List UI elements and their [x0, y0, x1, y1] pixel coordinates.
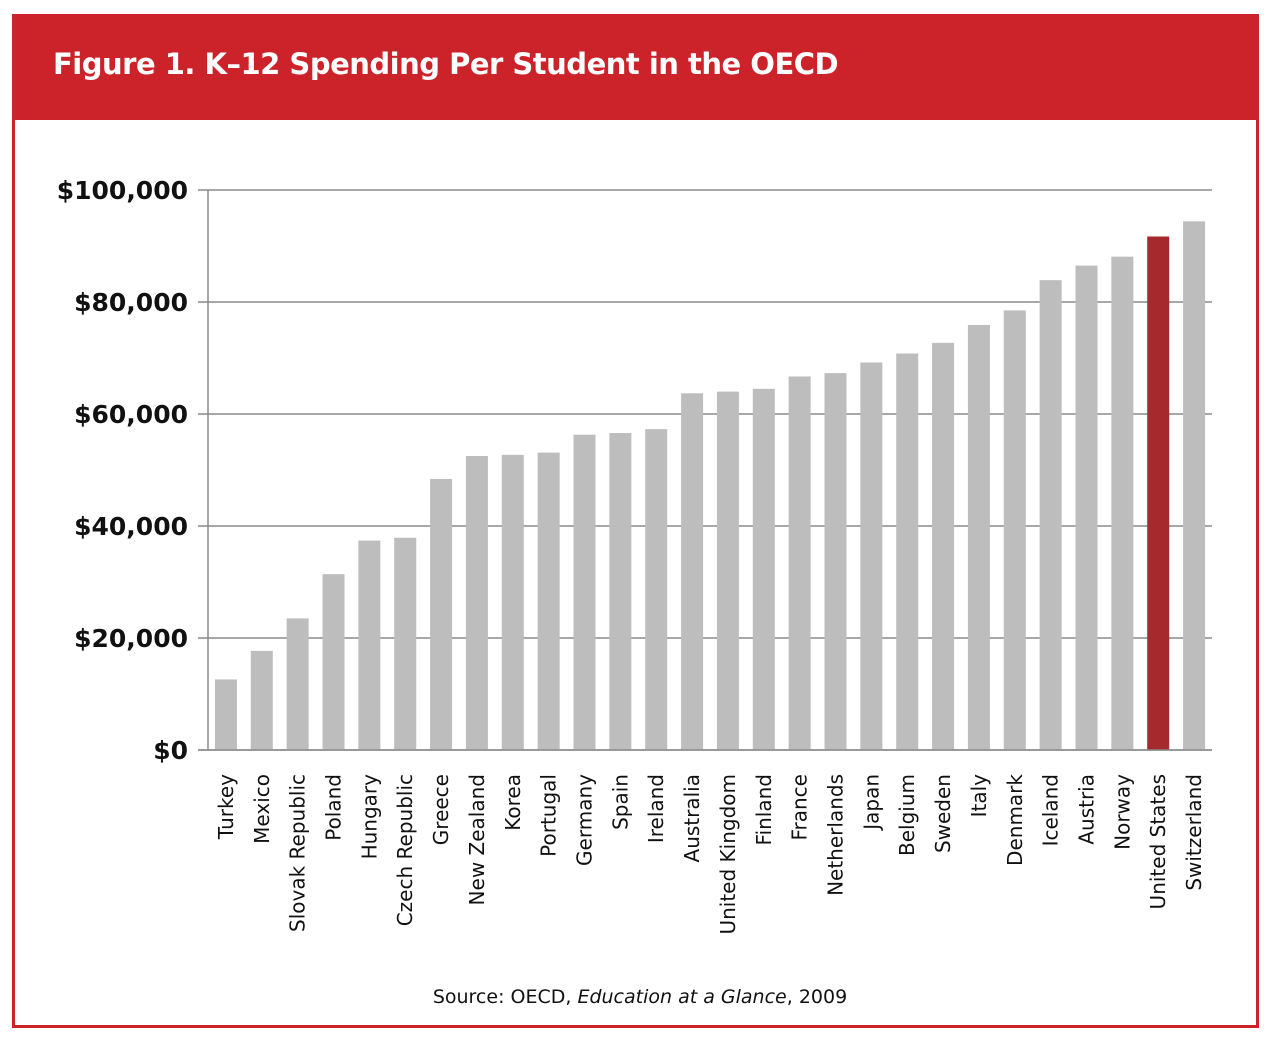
x-tick-label: Korea — [501, 774, 525, 831]
bar-korea — [501, 454, 524, 750]
bar-czech-republic — [394, 537, 417, 750]
y-tick-label: $20,000 — [74, 624, 188, 653]
x-tick-label: Hungary — [357, 774, 381, 860]
x-tick-label: Finland — [752, 774, 776, 845]
x-tick-label: Turkey — [214, 774, 238, 840]
figure-title: Figure 1. K–12 Spending Per Student in t… — [53, 47, 839, 81]
y-tick-label: $100,000 — [57, 176, 188, 205]
x-tick-label: Poland — [322, 774, 346, 841]
bar-norway — [1111, 256, 1134, 750]
x-tick-label: Austria — [1075, 774, 1099, 845]
x-tick-label: New Zealand — [465, 774, 489, 905]
bar-italy — [967, 324, 990, 750]
bar-japan — [860, 362, 883, 750]
x-tick-label: Japan — [859, 774, 883, 832]
bar-denmark — [1003, 310, 1026, 750]
x-tick-label: Slovak Republic — [286, 774, 310, 932]
bar-finland — [752, 388, 775, 750]
x-tick-label: Denmark — [1003, 774, 1027, 866]
bar-mexico — [250, 650, 273, 750]
bar-turkey — [214, 679, 237, 750]
x-tick-label: Belgium — [895, 774, 919, 856]
y-tick-label: $0 — [153, 736, 188, 765]
x-tick-label: United States — [1146, 774, 1170, 909]
bar-portugal — [537, 452, 560, 750]
source-title: Education at a Glance — [577, 986, 787, 1008]
bar-new-zealand — [465, 456, 488, 750]
bar-ireland — [645, 429, 668, 750]
bar-australia — [681, 393, 704, 750]
x-tick-label: Germany — [573, 774, 597, 866]
figure-header: Figure 1. K–12 Spending Per Student in t… — [15, 17, 1256, 120]
x-tick-label: Australia — [680, 774, 704, 862]
x-tick-label: Czech Republic — [393, 774, 417, 926]
bar-spain — [609, 433, 632, 750]
x-tick-label: France — [788, 774, 812, 841]
bar-poland — [322, 574, 345, 750]
x-tick-label: Netherlands — [824, 774, 848, 896]
bar-austria — [1075, 265, 1098, 750]
bar-slovak-republic — [286, 618, 309, 750]
x-tick-label: Sweden — [931, 774, 955, 853]
x-tick-label: Norway — [1110, 774, 1134, 850]
x-tick-label: Iceland — [1039, 774, 1063, 846]
bar-germany — [573, 434, 596, 750]
bar-iceland — [1039, 280, 1062, 750]
x-tick-label: Ireland — [644, 774, 668, 843]
x-tick-label: United Kingdom — [716, 774, 740, 935]
y-tick-label: $40,000 — [74, 512, 188, 541]
source-note: Source: OECD, Education at a Glance, 200… — [0, 986, 1280, 1008]
x-tick-label: Spain — [608, 774, 632, 830]
y-tick-label: $60,000 — [74, 400, 188, 429]
x-tick-label: Switzerland — [1182, 774, 1206, 891]
x-tick-label: Italy — [967, 774, 991, 818]
bar-netherlands — [824, 373, 847, 750]
x-tick-label: Portugal — [537, 774, 561, 857]
x-tick-label: Mexico — [250, 774, 274, 844]
bar-united-kingdom — [716, 391, 739, 750]
source-suffix: , 2009 — [786, 986, 848, 1008]
x-tick-label: Greece — [429, 774, 453, 845]
bar-switzerland — [1183, 221, 1206, 751]
bar-greece — [430, 478, 453, 750]
bar-united-states — [1147, 236, 1170, 751]
bar-hungary — [358, 540, 381, 750]
bar-france — [788, 376, 811, 750]
y-tick-label: $80,000 — [74, 288, 188, 317]
bar-sweden — [932, 342, 955, 750]
source-prefix: Source: OECD, — [432, 986, 578, 1008]
bar-belgium — [896, 353, 919, 750]
